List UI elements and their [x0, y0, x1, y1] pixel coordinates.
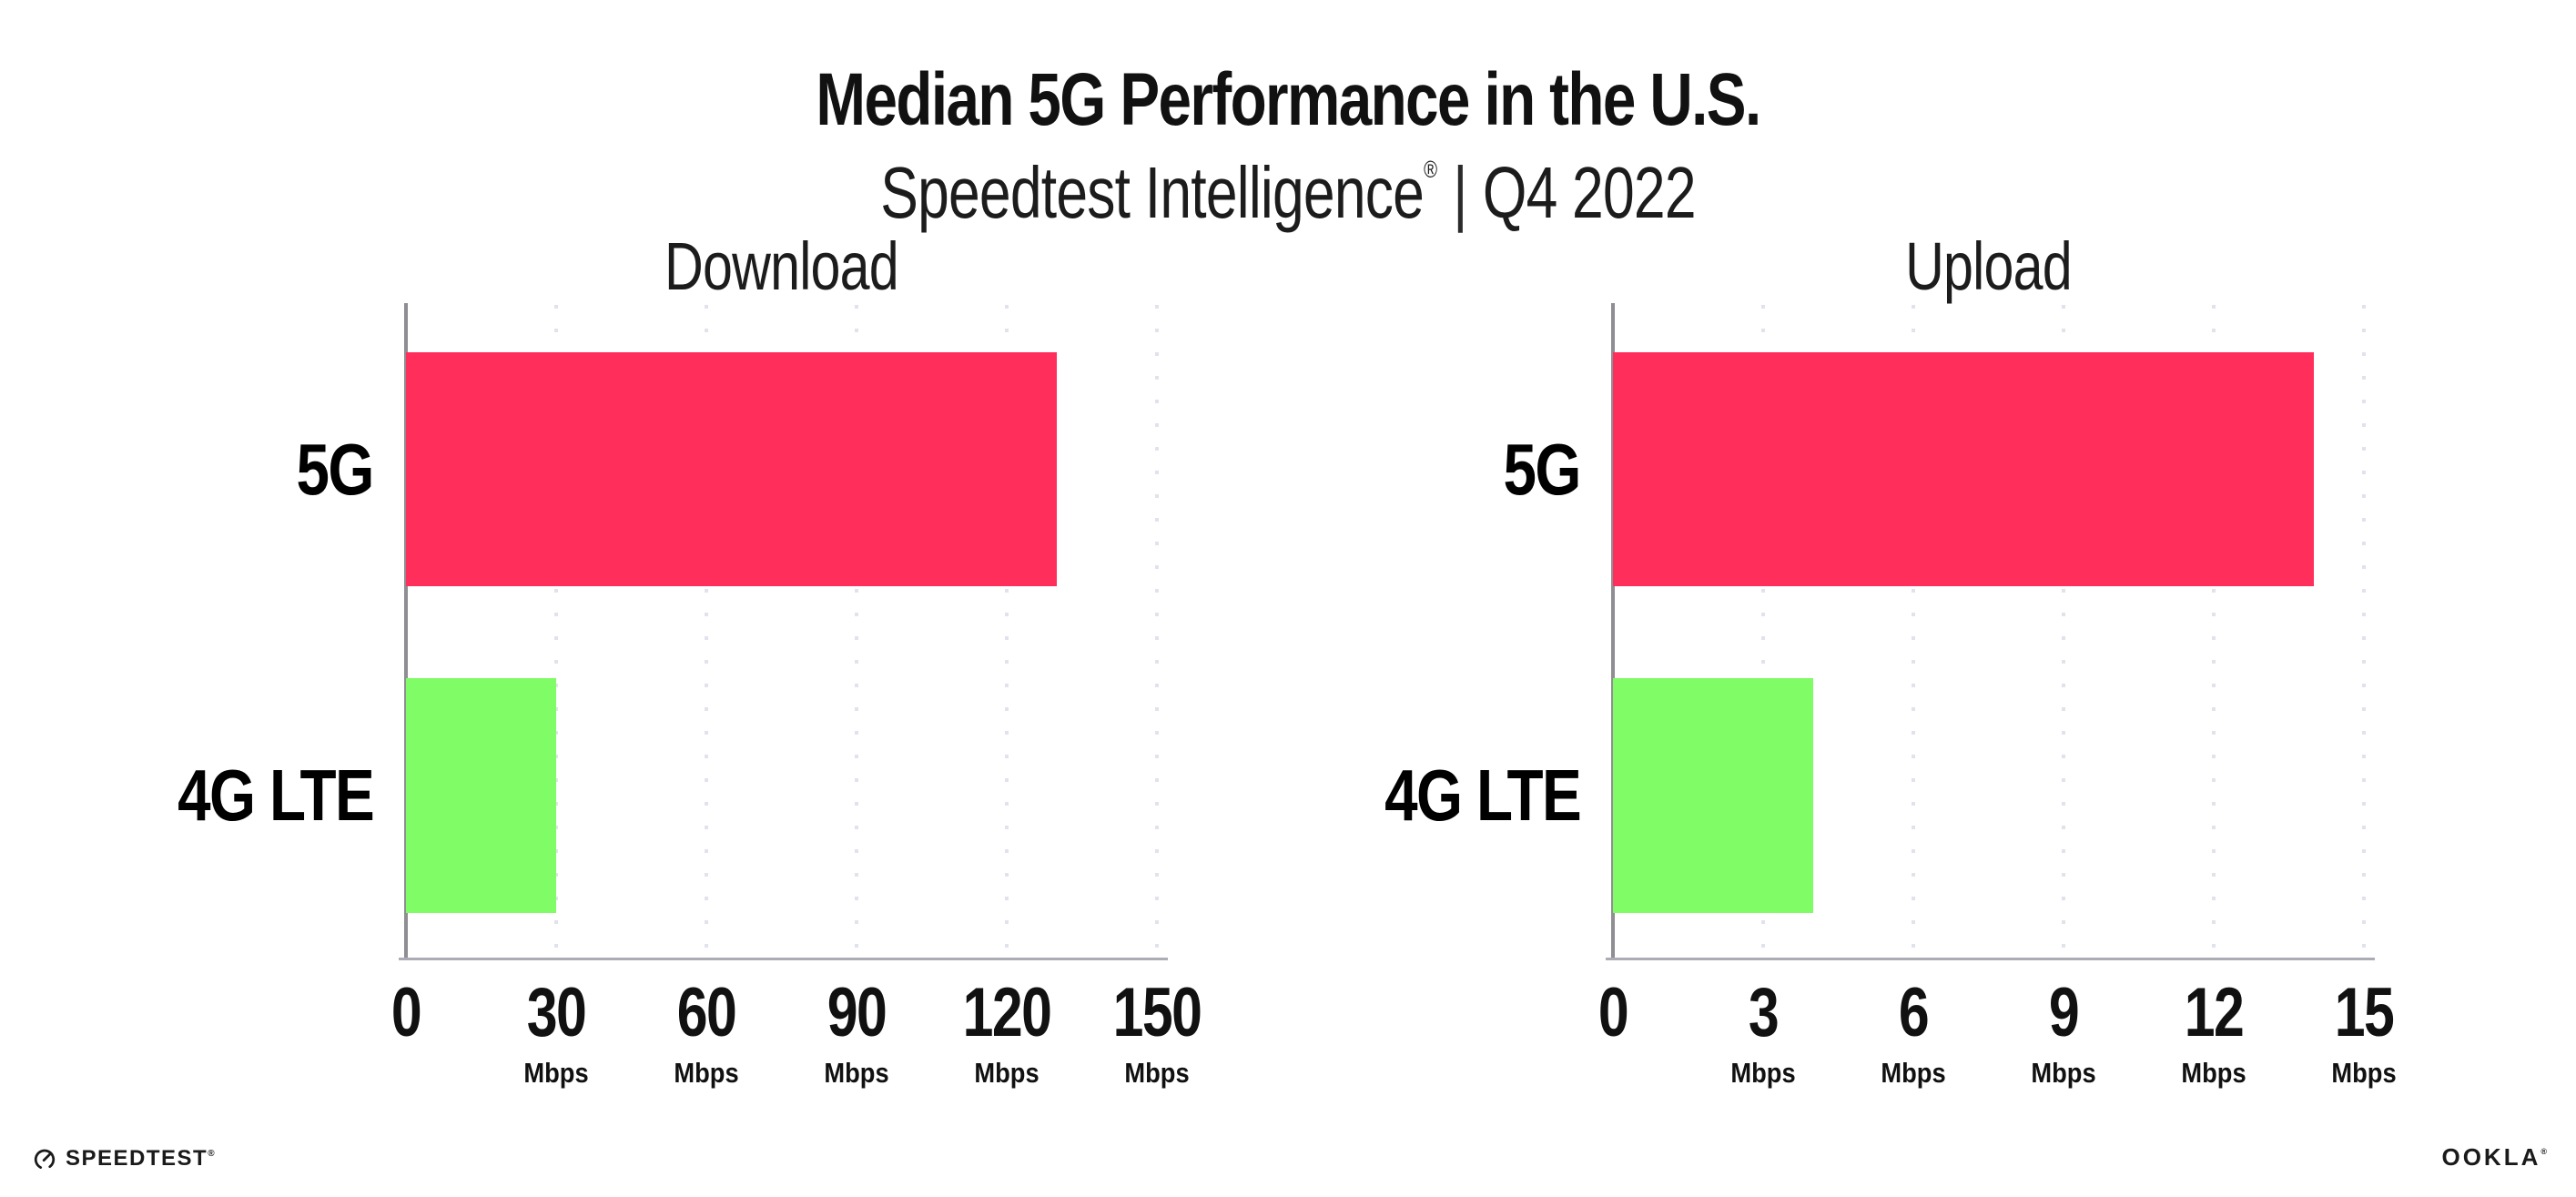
- download-5g-label: 5G: [296, 428, 375, 510]
- tick-unit: Mbps: [523, 1057, 589, 1089]
- speedtest-gauge-icon: [34, 1149, 56, 1170]
- tick-label: 15: [2334, 974, 2395, 1051]
- ookla-logo: OOKLA®: [2441, 1143, 2547, 1172]
- download-5g-row: 5G: [297, 352, 1157, 586]
- download-chart-plot: 5G 4G LTE 0 30 Mbps 60 Mbps 90 Mbps 120 Mbps 150 M…: [177, 303, 1202, 1087]
- tick-label: 6: [1898, 974, 1930, 1051]
- tick-unit: Mbps: [1124, 1057, 1190, 1089]
- tick-label: 60: [676, 974, 737, 1051]
- download-x-axis: [399, 958, 1168, 960]
- download-4glte-bar: [406, 678, 556, 913]
- x-tick-15: 15 Mbps: [2328, 974, 2401, 1089]
- x-tick-90: 90 Mbps: [820, 974, 894, 1089]
- ookla-wordmark: OOKLA®: [2441, 1143, 2547, 1172]
- gridline: [1005, 305, 1009, 959]
- tick-unit: Mbps: [2031, 1057, 2096, 1089]
- gridline: [855, 305, 858, 959]
- subtitle-brand: Speedtest Intelligence: [880, 152, 1425, 234]
- tick-unit: Mbps: [1730, 1057, 1796, 1089]
- download-y-axis: [404, 303, 408, 959]
- upload-5g-bar: [1613, 352, 2314, 586]
- tick-unit: Mbps: [2331, 1057, 2397, 1089]
- gridline: [2212, 305, 2216, 959]
- upload-5g-label: 5G: [1503, 428, 1582, 510]
- tick-unit: Mbps: [2181, 1057, 2246, 1089]
- tick-label: 0: [390, 974, 422, 1051]
- x-tick-60: 60 Mbps: [670, 974, 744, 1089]
- subtitle-period: Q4 2022: [1482, 152, 1697, 234]
- x-tick-150: 150 Mbps: [1102, 974, 1212, 1089]
- tick-label: 12: [2184, 974, 2245, 1051]
- speedtest-wordmark: SPEEDTEST®: [66, 1146, 215, 1172]
- tick-label: 3: [1748, 974, 1780, 1051]
- gridline: [705, 305, 708, 959]
- upload-chart-title: Upload: [1905, 228, 2073, 304]
- gridline: [1155, 305, 1159, 959]
- upload-chart-plot: 5G 4G LTE 0 3 Mbps 6 Mbps 9 Mbps 12 Mbps 15 Mbps: [1384, 303, 2397, 1087]
- gridline: [554, 305, 558, 959]
- x-tick-0: 0: [388, 979, 424, 1059]
- upload-y-axis: [1611, 303, 1615, 959]
- tick-label: 30: [526, 974, 587, 1051]
- tick-unit: Mbps: [1881, 1057, 1946, 1089]
- tick-label: 9: [2048, 974, 2080, 1051]
- upload-4glte-label: 4G LTE: [1384, 755, 1582, 836]
- upload-gridlines: [1613, 305, 2366, 959]
- upload-x-axis: [1606, 958, 2375, 960]
- tick-unit: Mbps: [974, 1057, 1040, 1089]
- x-tick-0: 0: [1595, 979, 1631, 1059]
- ookla-registered-mark: ®: [2541, 1147, 2547, 1156]
- download-gridlines: [406, 305, 1159, 959]
- tick-label: 120: [962, 974, 1052, 1051]
- ookla-label: OOKLA: [2441, 1143, 2541, 1171]
- speedtest-trademark: ®: [208, 1149, 215, 1159]
- x-tick-120: 120 Mbps: [952, 974, 1062, 1089]
- upload-4glte-bar: [1613, 678, 1813, 913]
- x-tick-6: 6 Mbps: [1877, 974, 1951, 1089]
- x-tick-30: 30 Mbps: [520, 974, 593, 1089]
- tick-label: 0: [1597, 974, 1629, 1051]
- x-tick-9: 9 Mbps: [2027, 974, 2101, 1089]
- registered-mark: ®: [1424, 156, 1438, 184]
- speedtest-logo: SPEEDTEST®: [33, 1146, 215, 1172]
- tick-unit: Mbps: [824, 1057, 889, 1089]
- page-subtitle: Speedtest Intelligence® | Q4 2022: [283, 155, 2292, 231]
- page-title: Median 5G Performance in the U.S.: [816, 57, 1761, 141]
- download-4glte-row: 4G LTE: [177, 678, 1157, 913]
- download-4glte-label: 4G LTE: [177, 755, 375, 836]
- x-tick-3: 3 Mbps: [1727, 974, 1800, 1089]
- x-tick-12: 12 Mbps: [2177, 974, 2251, 1089]
- tick-label: 90: [827, 974, 887, 1051]
- speedtest-label: SPEEDTEST: [66, 1146, 208, 1171]
- download-chart-title: Download: [664, 228, 899, 304]
- download-5g-bar: [406, 352, 1057, 586]
- tick-label: 150: [1112, 974, 1202, 1051]
- gridline: [1761, 305, 1765, 959]
- subtitle-separator: |: [1453, 152, 1467, 234]
- tick-unit: Mbps: [674, 1057, 739, 1089]
- upload-5g-row: 5G: [1504, 352, 2364, 586]
- upload-4glte-row: 4G LTE: [1384, 678, 2364, 913]
- gridline: [2062, 305, 2065, 959]
- gridline: [1912, 305, 1915, 959]
- gridline: [2362, 305, 2366, 959]
